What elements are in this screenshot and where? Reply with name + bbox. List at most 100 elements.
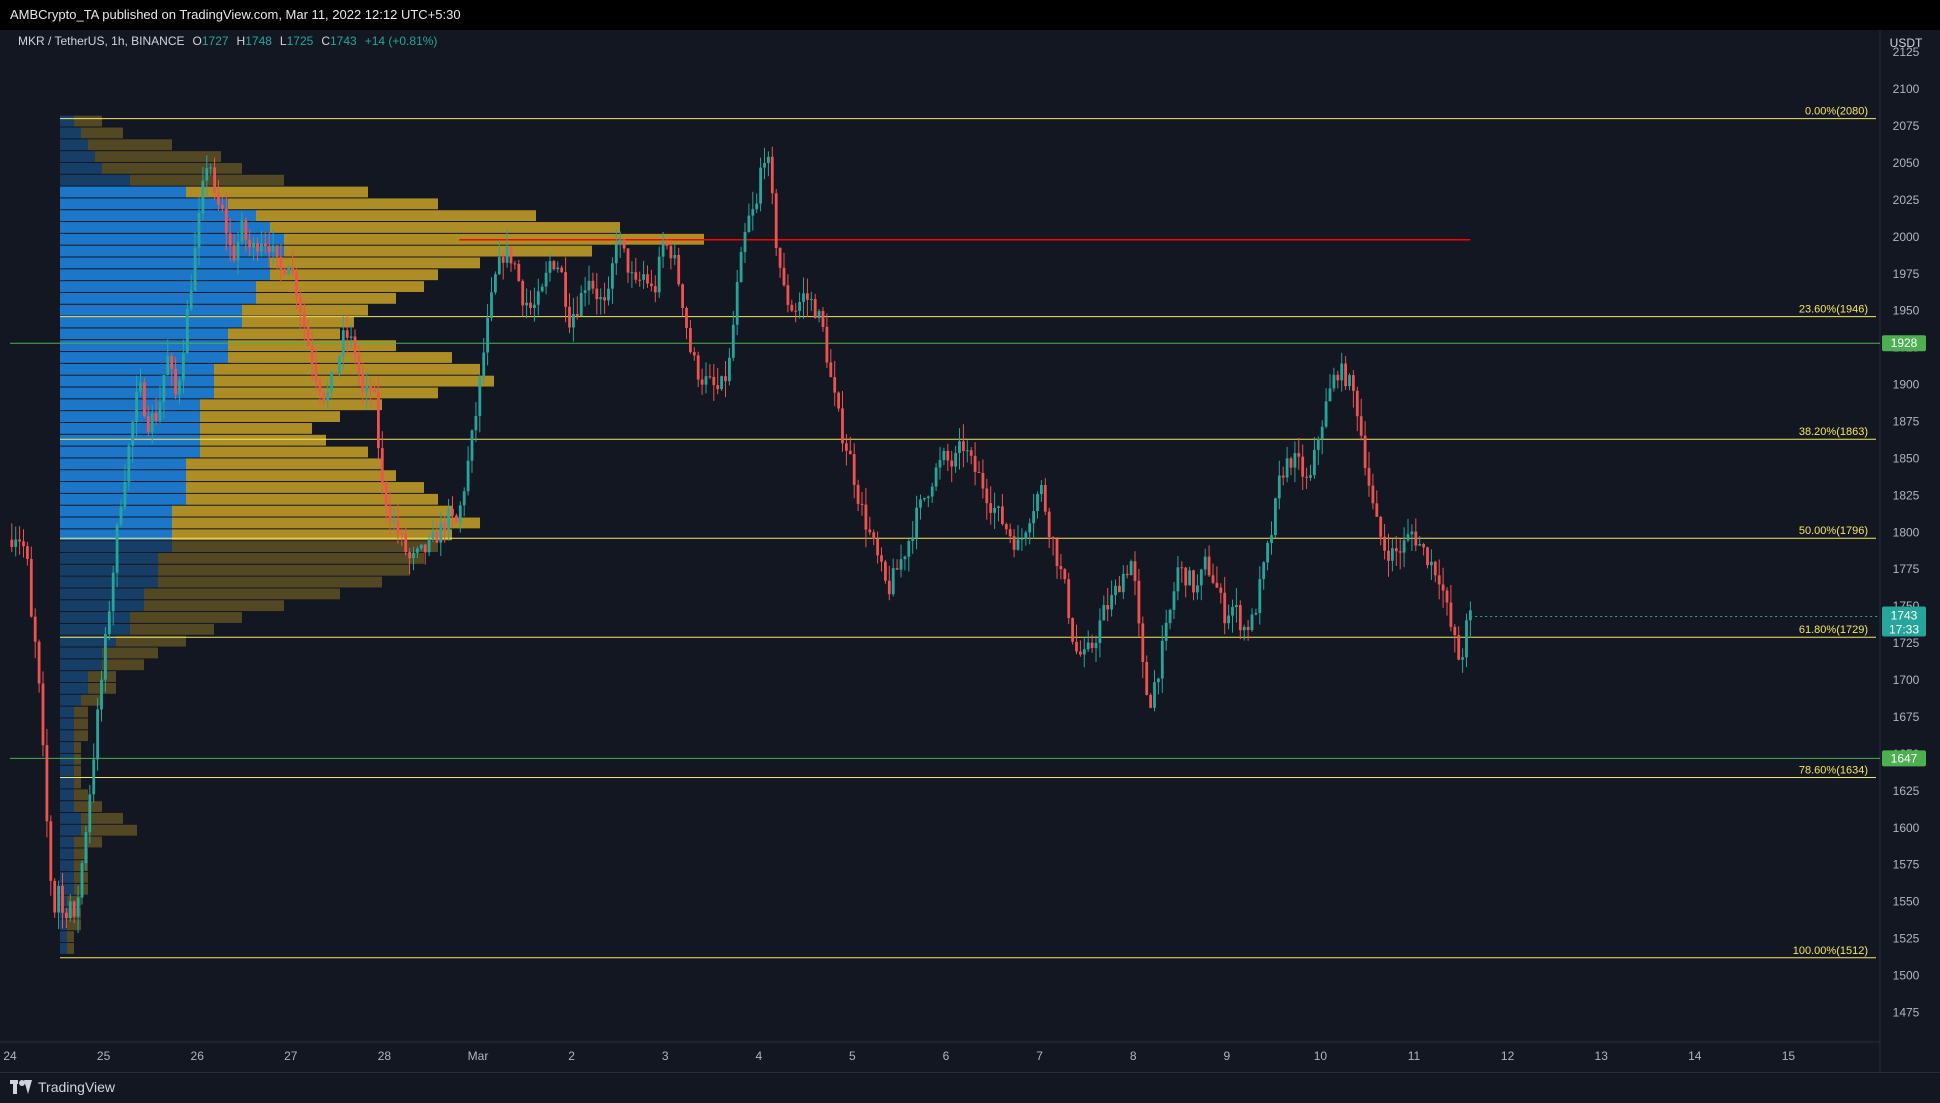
volume-profile-down-bar: [214, 363, 480, 375]
candle-body: [969, 450, 973, 456]
volume-profile-down-bar: [74, 848, 88, 860]
candle-body: [595, 288, 599, 300]
candle-body: [334, 371, 337, 374]
candle-body: [248, 239, 252, 248]
volume-profile-up-bar: [60, 765, 74, 777]
candle-body: [170, 355, 174, 369]
candle-body: [1277, 475, 1281, 499]
candle-body: [809, 299, 813, 301]
candle-body: [692, 352, 696, 356]
bar-countdown-label: 17:33: [1889, 623, 1919, 637]
volume-profile-up-bar: [60, 730, 74, 742]
candle-body: [104, 634, 107, 680]
candle-body: [1211, 575, 1215, 583]
volume-profile-down-bar: [130, 623, 214, 635]
volume-profile-up-bar: [60, 635, 116, 647]
x-tick-label: 9: [1223, 1049, 1230, 1063]
candle-body: [1453, 626, 1457, 636]
publish-title: AMBCrypto_TA published on TradingView.co…: [10, 7, 461, 22]
volume-profile-up-bar: [60, 269, 270, 281]
candle-body: [841, 408, 844, 444]
candle-body: [544, 272, 548, 287]
candle-body: [377, 391, 380, 449]
x-tick-label: 2: [568, 1049, 575, 1063]
volume-profile-up-bar: [60, 777, 74, 789]
fib-retracement: 0.00%(2080) 23.60%(1946) 38.20%(1863) 50.00…: [60, 106, 1876, 959]
candle-body: [1141, 623, 1145, 663]
volume-profile-down-bar: [74, 730, 88, 742]
candle-body: [653, 286, 657, 293]
volume-profile-up-bar: [60, 233, 284, 245]
candle-body: [404, 533, 408, 553]
volume-profile-down-bar: [74, 753, 81, 765]
candle-body: [1121, 573, 1125, 593]
volume-profile-up-bar: [60, 753, 74, 765]
candle-body: [1418, 544, 1422, 546]
candle-body: [1223, 592, 1227, 624]
candle-body: [603, 297, 606, 301]
x-tick-label: 12: [1501, 1049, 1515, 1063]
candle-body: [388, 506, 392, 521]
volume-profile-up-bar: [60, 682, 88, 694]
candle-body: [349, 336, 353, 338]
candle-body: [423, 544, 427, 553]
volume-profile-up-bar: [60, 718, 74, 730]
candle-body: [763, 162, 766, 168]
candle-body: [497, 257, 501, 275]
candle-body: [14, 539, 18, 547]
chart-area[interactable]: 1475150015251550157516001625165016751700…: [0, 30, 1940, 1072]
tradingview-brand[interactable]: TradingView: [10, 1079, 115, 1095]
candle-body: [166, 355, 170, 375]
volume-profile-up-bar: [60, 671, 88, 682]
candle-body: [361, 373, 365, 392]
volume-profile-down-bar: [172, 505, 452, 517]
ohlc-change: +14 (+0.81%): [364, 34, 438, 48]
candle-body: [1004, 524, 1008, 530]
price-chart[interactable]: 1475150015251550157516001625165016751700…: [0, 30, 1940, 1072]
candle-body: [306, 327, 310, 346]
candle-body: [1110, 595, 1113, 610]
candle-body: [985, 488, 989, 504]
candle-body: [1289, 458, 1293, 468]
volume-profile-up-bar: [60, 151, 95, 162]
y-tick-label: 1525: [1893, 932, 1920, 946]
candle-body: [802, 293, 805, 302]
candle-body: [279, 256, 283, 270]
x-tick-label: 24: [3, 1049, 17, 1063]
candle-body: [556, 267, 560, 270]
candle-body: [907, 541, 911, 557]
candle-body: [700, 379, 704, 385]
candle-body: [49, 821, 53, 881]
candle-body: [1250, 614, 1254, 630]
volume-profile-up-bar: [60, 612, 130, 623]
y-tick-label: 1725: [1893, 636, 1920, 650]
candle-body: [1184, 567, 1188, 586]
candle-body: [708, 376, 712, 378]
candle-body: [1153, 682, 1156, 708]
candle-body: [513, 263, 517, 265]
candle-body: [759, 167, 762, 204]
y-tick-label: 1775: [1893, 562, 1920, 576]
candle-body: [435, 531, 439, 543]
candle-body: [501, 257, 505, 263]
candle-body: [1242, 626, 1246, 631]
candle-body: [1379, 516, 1383, 537]
candle-body: [958, 441, 961, 453]
candle-body: [829, 362, 833, 378]
candle-body: [665, 242, 669, 246]
candle-body: [1422, 544, 1425, 548]
volume-profile-down-bar: [228, 198, 438, 210]
candle-body: [486, 317, 489, 353]
candle-body: [673, 254, 677, 259]
candle-body: [1137, 580, 1141, 624]
candle-body: [1227, 615, 1230, 624]
y-tick-label: 1575: [1893, 858, 1920, 872]
volume-profile-up-bar: [60, 198, 228, 210]
x-tick-label: 5: [849, 1049, 856, 1063]
candle-body: [68, 901, 72, 919]
candle-body: [1348, 375, 1351, 387]
volume-profile-up-bar: [60, 352, 228, 363]
candle-body: [587, 280, 591, 291]
volume-profile-down-bar: [186, 482, 424, 493]
candle-body: [837, 392, 840, 409]
